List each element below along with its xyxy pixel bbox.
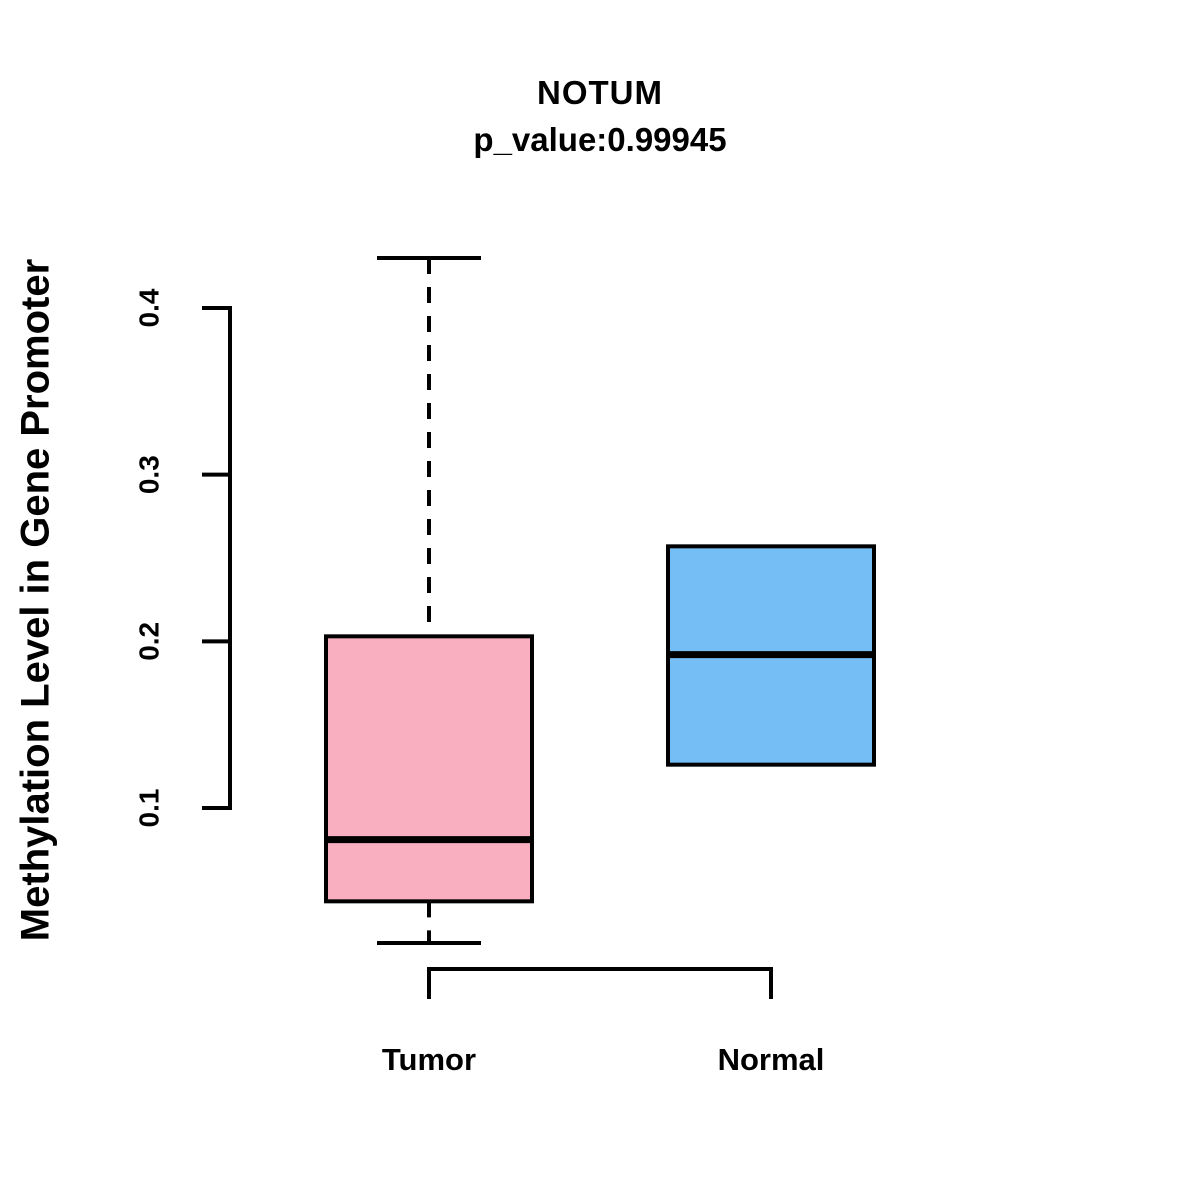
y-tick-label: 0.2 (134, 622, 165, 661)
chart-subtitle: p_value:0.99945 (473, 121, 727, 158)
x-axis-bracket (427, 967, 773, 999)
y-tick-label: 0.1 (134, 789, 165, 828)
chart-title: NOTUM (537, 74, 663, 111)
y-tick-label: 0.3 (134, 455, 165, 494)
box-tumor (324, 634, 534, 904)
x-category-label-normal: Normal (718, 1042, 825, 1077)
x-category-label-tumor: Tumor (382, 1042, 476, 1077)
y-tick-label: 0.4 (134, 288, 165, 327)
